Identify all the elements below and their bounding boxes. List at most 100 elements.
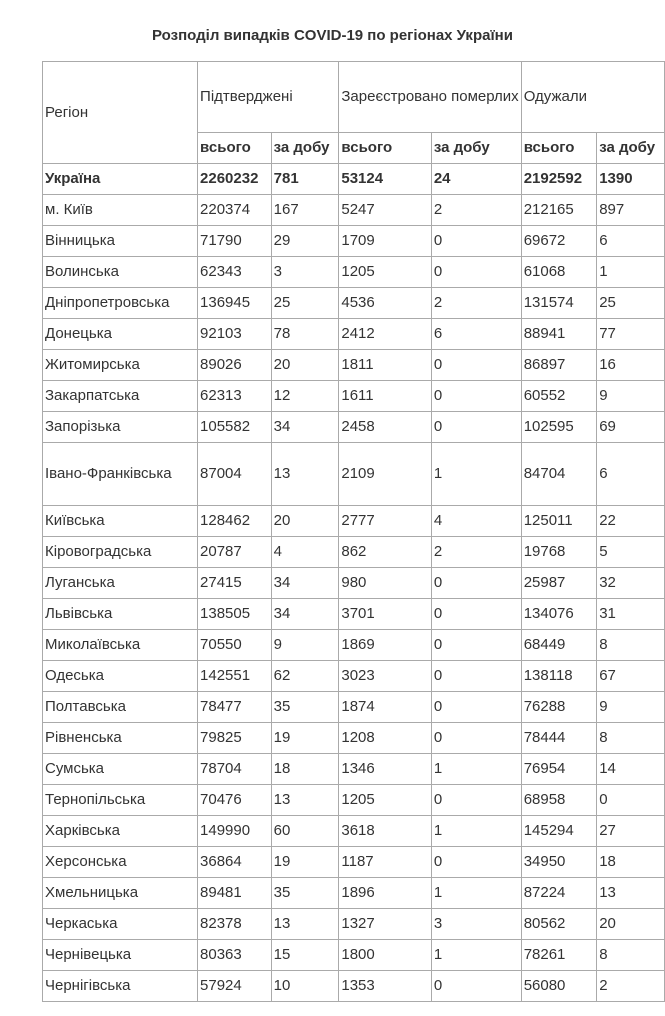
- cell-confirmed-per-day: 35: [270, 691, 340, 723]
- cell-deaths-per-day: 0: [430, 846, 522, 878]
- cell-recovered-total: 84704: [520, 442, 598, 506]
- table-row: Вінницька 71790 29 1709 0 69672 6: [41, 225, 665, 257]
- cell-recovered-total: 76954: [520, 753, 598, 785]
- cell-confirmed-total: 78704: [197, 753, 272, 785]
- subheader-confirmed-total: всього: [197, 132, 272, 164]
- cell-recovered-total: 87224: [520, 877, 598, 909]
- cell-recovered-total: 68449: [520, 629, 598, 661]
- cell-region: Кіровоградська: [41, 536, 199, 568]
- header-row: Регіон Підтверджені Зареєстровано померл…: [41, 61, 665, 164]
- cell-region: Одеська: [41, 660, 199, 692]
- cell-region: Хмельницька: [41, 877, 199, 909]
- cell-recovered-total: 125011: [520, 505, 598, 537]
- cell-confirmed-total: 142551: [197, 660, 272, 692]
- cell-confirmed-total: 71790: [197, 225, 272, 257]
- cell-recovered-per-day: 14: [596, 753, 665, 785]
- cell-deaths-per-day: 0: [430, 380, 522, 412]
- cell-deaths-total: 862: [338, 536, 432, 568]
- table-row: Луганська 27415 34 980 0 25987 32: [41, 567, 665, 599]
- cell-deaths-per-day: 0: [430, 784, 522, 816]
- cell-confirmed-per-day: 13: [270, 908, 340, 940]
- cell-deaths-per-day: 1: [430, 939, 522, 971]
- table-row: Волинська 62343 3 1205 0 61068 1: [41, 256, 665, 288]
- cell-deaths-per-day: 1: [430, 753, 522, 785]
- cell-region: Івано-Франківська: [41, 442, 199, 506]
- cell-region: Україна: [41, 163, 199, 195]
- cell-deaths-per-day: 0: [430, 660, 522, 692]
- subheader-deaths-per-day: за добу: [430, 132, 522, 164]
- cell-recovered-total: 78444: [520, 722, 598, 754]
- cell-deaths-total: 3701: [338, 598, 432, 630]
- cell-recovered-total: 138118: [520, 660, 598, 692]
- cell-deaths-total: 1896: [338, 877, 432, 909]
- cell-recovered-total: 2192592: [520, 163, 598, 195]
- cell-recovered-total: 76288: [520, 691, 598, 723]
- cell-region: Харківська: [41, 815, 199, 847]
- table-row: Херсонська 36864 19 1187 0 34950 18: [41, 846, 665, 878]
- cell-confirmed-per-day: 13: [270, 784, 340, 816]
- cell-region: Закарпатська: [41, 380, 199, 412]
- cell-confirmed-total: 80363: [197, 939, 272, 971]
- cell-confirmed-total: 138505: [197, 598, 272, 630]
- cell-recovered-total: 212165: [520, 194, 598, 226]
- cell-confirmed-per-day: 19: [270, 846, 340, 878]
- cell-deaths-total: 1346: [338, 753, 432, 785]
- cell-recovered-total: 68958: [520, 784, 598, 816]
- cell-deaths-per-day: 0: [430, 225, 522, 257]
- cell-confirmed-total: 105582: [197, 411, 272, 443]
- cell-confirmed-total: 128462: [197, 505, 272, 537]
- cell-region: Львівська: [41, 598, 199, 630]
- cell-confirmed-per-day: 9: [270, 629, 340, 661]
- header-recovered: Одужали: [520, 61, 665, 133]
- cell-deaths-total: 2458: [338, 411, 432, 443]
- table-row: Дніпропетровська 136945 25 4536 2 131574 25: [41, 287, 665, 319]
- cell-recovered-per-day: 31: [596, 598, 665, 630]
- cell-deaths-per-day: 0: [430, 256, 522, 288]
- cell-confirmed-total: 79825: [197, 722, 272, 754]
- cell-recovered-per-day: 1390: [596, 163, 665, 195]
- cell-deaths-per-day: 0: [430, 411, 522, 443]
- cell-region: Дніпропетровська: [41, 287, 199, 319]
- cell-recovered-total: 25987: [520, 567, 598, 599]
- cell-region: Тернопільська: [41, 784, 199, 816]
- cell-recovered-per-day: 8: [596, 629, 665, 661]
- cell-recovered-total: 134076: [520, 598, 598, 630]
- cell-deaths-total: 1800: [338, 939, 432, 971]
- table-row: Чернігівська 57924 10 1353 0 56080 2: [41, 970, 665, 1002]
- cell-confirmed-per-day: 4: [270, 536, 340, 568]
- cell-deaths-total: 1187: [338, 846, 432, 878]
- cell-confirmed-per-day: 19: [270, 722, 340, 754]
- cell-confirmed-per-day: 20: [270, 349, 340, 381]
- cell-deaths-per-day: 4: [430, 505, 522, 537]
- table-row: Рівненська 79825 19 1208 0 78444 8: [41, 722, 665, 754]
- cell-region: Черкаська: [41, 908, 199, 940]
- cell-deaths-total: 4536: [338, 287, 432, 319]
- cell-confirmed-per-day: 60: [270, 815, 340, 847]
- table-row: Сумська 78704 18 1346 1 76954 14: [41, 753, 665, 785]
- cell-recovered-per-day: 20: [596, 908, 665, 940]
- cell-recovered-per-day: 22: [596, 505, 665, 537]
- cell-deaths-per-day: 0: [430, 567, 522, 599]
- cell-confirmed-per-day: 13: [270, 442, 340, 506]
- cell-confirmed-per-day: 34: [270, 598, 340, 630]
- cell-confirmed-per-day: 29: [270, 225, 340, 257]
- cell-deaths-total: 1709: [338, 225, 432, 257]
- cell-confirmed-per-day: 20: [270, 505, 340, 537]
- cell-confirmed-per-day: 12: [270, 380, 340, 412]
- cell-deaths-per-day: 1: [430, 442, 522, 506]
- cell-recovered-per-day: 27: [596, 815, 665, 847]
- cell-recovered-total: 60552: [520, 380, 598, 412]
- cell-deaths-per-day: 6: [430, 318, 522, 350]
- header-region: Регіон: [41, 61, 199, 164]
- cell-recovered-per-day: 67: [596, 660, 665, 692]
- covid-regions-table: Регіон Підтверджені Зареєстровано померл…: [41, 61, 665, 1002]
- cell-recovered-total: 19768: [520, 536, 598, 568]
- cell-recovered-total: 61068: [520, 256, 598, 288]
- cell-recovered-per-day: 9: [596, 691, 665, 723]
- cell-region: Вінницька: [41, 225, 199, 257]
- cell-deaths-total: 1811: [338, 349, 432, 381]
- table-row: Житомирська 89026 20 1811 0 86897 16: [41, 349, 665, 381]
- cell-deaths-total: 1327: [338, 908, 432, 940]
- cell-confirmed-total: 36864: [197, 846, 272, 878]
- cell-deaths-total: 980: [338, 567, 432, 599]
